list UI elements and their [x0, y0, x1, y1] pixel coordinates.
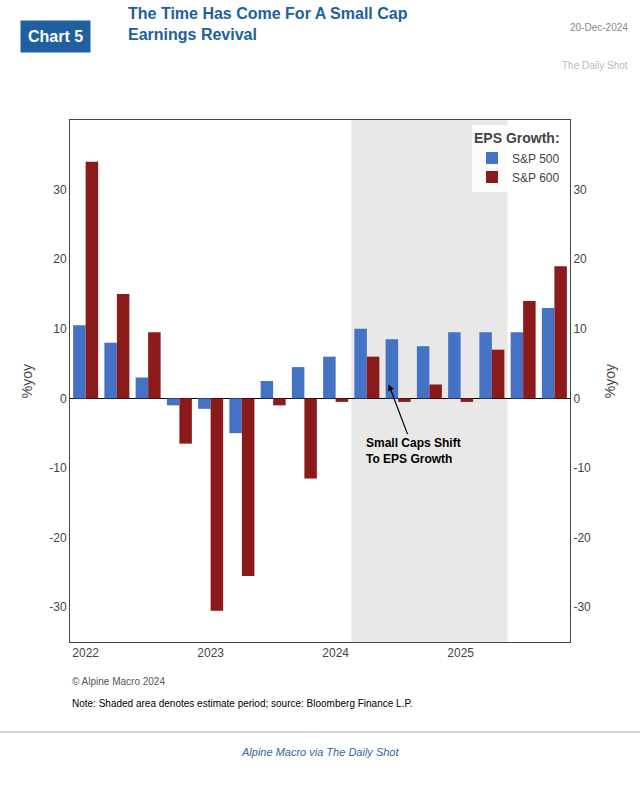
svg-text:0: 0	[573, 392, 580, 406]
svg-text:The Time Has Come For A Small: The Time Has Come For A Small CapEarning…	[128, 5, 408, 43]
svg-text:© Alpine Macro 2024: © Alpine Macro 2024	[72, 676, 165, 687]
svg-text:S&P 500: S&P 500	[512, 152, 559, 166]
svg-text:20: 20	[573, 252, 587, 266]
svg-text:-10: -10	[49, 461, 67, 475]
svg-text:Alpine Macro via The Daily Sho: Alpine Macro via The Daily Shot	[241, 746, 399, 758]
svg-text:Small Caps ShiftTo EPS Growth: Small Caps ShiftTo EPS Growth	[366, 436, 461, 466]
svg-text:2023: 2023	[197, 646, 224, 660]
svg-text:30: 30	[53, 183, 67, 197]
svg-text:30: 30	[573, 183, 587, 197]
svg-text:-10: -10	[573, 461, 591, 475]
svg-text:10: 10	[53, 322, 67, 336]
svg-text:S&P 600: S&P 600	[512, 171, 559, 185]
svg-text:%yoy: %yoy	[602, 364, 618, 398]
svg-text:Note: Shaded area denotes esti: Note: Shaded area denotes estimate perio…	[72, 698, 413, 709]
svg-text:The Daily Shot: The Daily Shot	[562, 60, 628, 71]
svg-text:Chart 5: Chart 5	[28, 28, 83, 45]
svg-text:20-Dec-2024: 20-Dec-2024	[570, 22, 628, 33]
svg-text:2025: 2025	[447, 646, 474, 660]
svg-text:%yoy: %yoy	[19, 364, 35, 398]
svg-text:20: 20	[53, 252, 67, 266]
svg-text:2024: 2024	[322, 646, 349, 660]
svg-text:-30: -30	[49, 600, 67, 614]
svg-text:-20: -20	[49, 531, 67, 545]
svg-text:2022: 2022	[72, 646, 99, 660]
svg-text:-30: -30	[573, 600, 591, 614]
svg-text:EPS Growth:: EPS Growth:	[474, 130, 560, 146]
svg-text:0: 0	[60, 392, 67, 406]
svg-text:-20: -20	[573, 531, 591, 545]
svg-text:10: 10	[573, 322, 587, 336]
